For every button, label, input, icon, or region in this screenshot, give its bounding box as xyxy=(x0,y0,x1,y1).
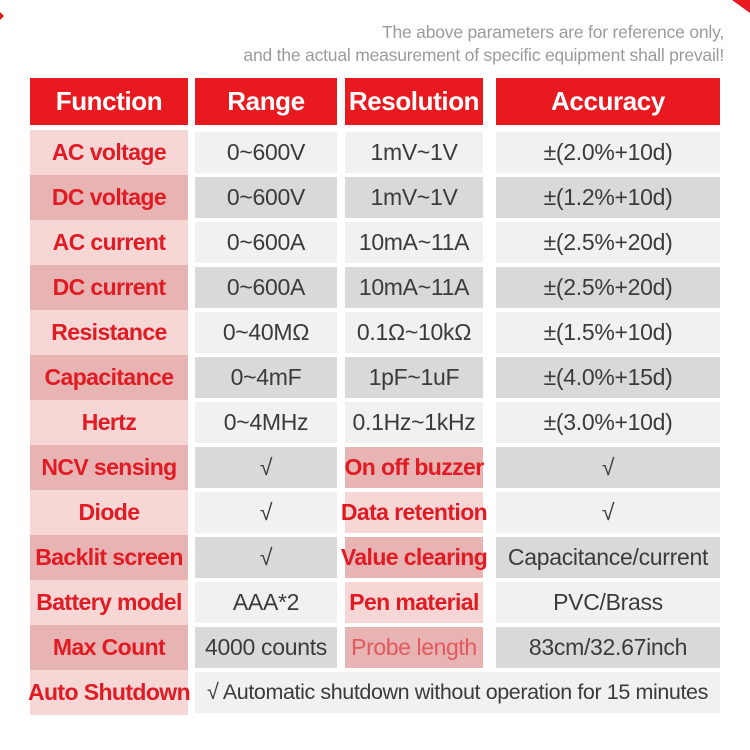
value-cell: 83cm/32.67inch xyxy=(496,627,720,668)
function-cell: Backlit screen xyxy=(30,535,188,580)
function-cell: Capacitance xyxy=(30,355,188,400)
value-cell: √ xyxy=(195,537,337,578)
value-cell: 10mA~11A xyxy=(345,222,483,263)
red-corner-ribbon-icon xyxy=(732,0,750,13)
value-cell: Capacitance/current xyxy=(496,537,720,578)
function-cell: DC voltage xyxy=(30,175,188,220)
subfunction-cell: Value clearing xyxy=(341,537,488,578)
value-cell: ±(2.5%+20d) xyxy=(496,267,720,308)
value-cell: ±(1.2%+10d) xyxy=(496,177,720,218)
value-cell: √ xyxy=(195,492,337,533)
header-cell-resolution: Resolution xyxy=(345,78,483,125)
value-cell: 10mA~11A xyxy=(345,267,483,308)
value-cell: 0~600A xyxy=(195,267,337,308)
function-cell: NCV sensing xyxy=(30,445,188,490)
value-cell: √ Automatic shutdown without operation f… xyxy=(195,672,720,713)
table-row: Battery model AAA*2 Pen material PVC/Brass xyxy=(30,580,720,625)
subfunction-cell: Data retention xyxy=(341,492,488,533)
value-cell: √ xyxy=(496,447,720,488)
value-cell: ±(4.0%+15d) xyxy=(496,357,720,398)
table-row: Diode √ Data retention √ xyxy=(30,490,720,535)
value-cell: ±(2.5%+20d) xyxy=(496,222,720,263)
function-cell: Resistance xyxy=(30,310,188,355)
value-cell: √ xyxy=(195,447,337,488)
subfunction-cell: Probe length xyxy=(345,627,483,668)
header-cell-range: Range xyxy=(195,78,337,125)
value-cell: ±(1.5%+10d) xyxy=(496,312,720,353)
disclaimer-banner: The above parameters are for reference o… xyxy=(243,21,724,67)
subfunction-cell: On off buzzer xyxy=(344,447,484,488)
value-cell: 4000 counts xyxy=(195,627,337,668)
table-header-row: Function Range Resolution Accuracy xyxy=(30,78,720,125)
table-row: Auto Shutdown √ Automatic shutdown withou… xyxy=(28,670,720,715)
value-cell: 0.1Hz~1kHz xyxy=(345,402,483,443)
disclaimer-line-2: and the actual measurement of specific e… xyxy=(243,45,724,65)
value-cell: PVC/Brass xyxy=(496,582,720,623)
value-cell: 0~4mF xyxy=(195,357,337,398)
table-row: AC current 0~600A 10mA~11A ±(2.5%+20d) xyxy=(30,220,720,265)
header-cell-function: Function xyxy=(30,78,188,125)
value-cell: ±(3.0%+10d) xyxy=(496,402,720,443)
value-cell: 0.1Ω~10kΩ xyxy=(345,312,483,353)
value-cell: 0~4MHz xyxy=(195,402,337,443)
table-row: DC voltage 0~600V 1mV~1V ±(1.2%+10d) xyxy=(30,175,720,220)
table-row: Backlit screen √ Value clearing Capacitance… xyxy=(30,535,720,580)
header-cell-accuracy: Accuracy xyxy=(496,78,720,125)
value-cell: 0~40MΩ xyxy=(195,312,337,353)
value-cell: √ xyxy=(496,492,720,533)
disclaimer-line-1: The above parameters are for reference o… xyxy=(381,22,724,42)
function-cell: Auto Shutdown xyxy=(28,670,191,715)
table-row: Hertz 0~4MHz 0.1Hz~1kHz ±(3.0%+10d) xyxy=(30,400,720,445)
value-cell: 0~600A xyxy=(195,222,337,263)
table-row: Resistance 0~40MΩ 0.1Ω~10kΩ ±(1.5%+10d) xyxy=(30,310,720,355)
function-cell: AC voltage xyxy=(30,130,188,175)
value-cell: AAA*2 xyxy=(195,582,337,623)
value-cell: 1pF~1uF xyxy=(345,357,483,398)
value-cell: 1mV~1V xyxy=(345,177,483,218)
table-row: Capacitance 0~4mF 1pF~1uF ±(4.0%+15d) xyxy=(30,355,720,400)
function-cell: Diode xyxy=(30,490,188,535)
function-cell: AC current xyxy=(30,220,188,265)
subfunction-cell: Pen material xyxy=(345,582,483,623)
value-cell: 0~600V xyxy=(195,132,337,173)
function-cell: Max Count xyxy=(30,625,188,670)
red-corner-speck-icon xyxy=(0,12,4,20)
table-row: DC current 0~600A 10mA~11A ±(2.5%+20d) xyxy=(30,265,720,310)
function-cell: Battery model xyxy=(30,580,188,625)
value-cell: ±(2.0%+10d) xyxy=(496,132,720,173)
specification-table: Function Range Resolution Accuracy AC volta… xyxy=(28,78,720,715)
value-cell: 1mV~1V xyxy=(345,132,483,173)
table-row: AC voltage 0~600V 1mV~1V ±(2.0%+10d) xyxy=(30,130,720,175)
table-row: NCV sensing √ On off buzzer √ xyxy=(30,445,720,490)
table-body: AC voltage 0~600V 1mV~1V ±(2.0%+10d) DC volt… xyxy=(28,130,720,715)
value-cell: 0~600V xyxy=(195,177,337,218)
function-cell: DC current xyxy=(30,265,188,310)
table-row: Max Count 4000 counts Probe length 83cm/32.… xyxy=(30,625,720,670)
function-cell: Hertz xyxy=(30,400,188,445)
